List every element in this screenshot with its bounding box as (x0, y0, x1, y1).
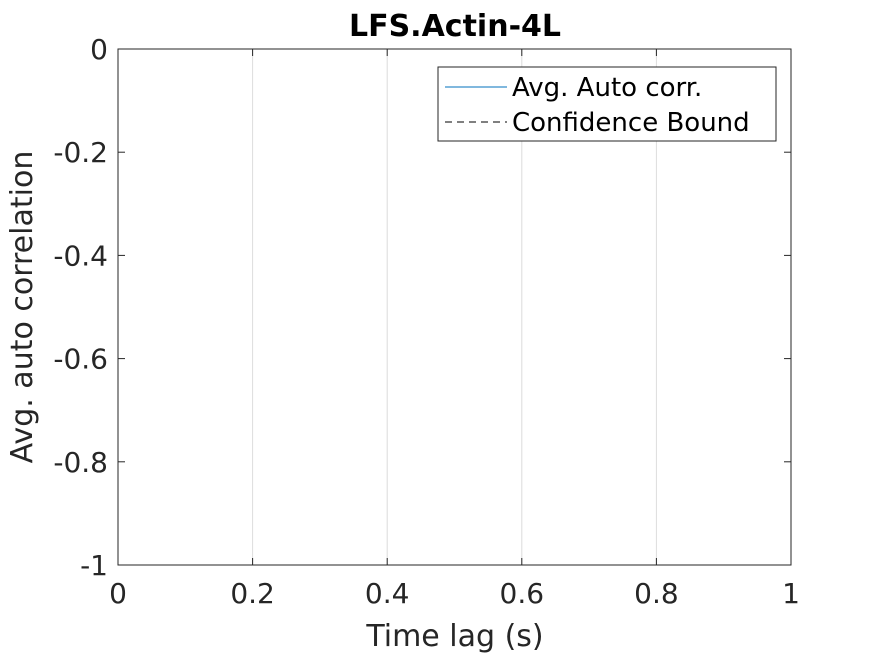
y-tick-labels: 0 -0.2 -0.4 -0.6 -0.8 -1 (53, 33, 108, 582)
x-tick-label: 0 (109, 577, 127, 610)
x-tick-label: 0.4 (365, 577, 410, 610)
x-tick-label: 1 (782, 577, 800, 610)
y-tick-label: -0.6 (53, 343, 108, 376)
axes-box (117, 48, 792, 566)
x-axis-label: Time lag (s) (365, 619, 543, 654)
chart-title: LFS.Actin-4L (349, 9, 561, 44)
y-tick-label: -1 (80, 549, 108, 582)
x-tick-label: 0.2 (230, 577, 275, 610)
y-tick-label: -0.4 (53, 239, 108, 272)
legend-label-avg-auto-corr: Avg. Auto corr. (512, 73, 702, 103)
y-tick-label: -0.8 (53, 446, 108, 479)
legend-box (437, 66, 777, 142)
x-tick-label: 0.6 (500, 577, 545, 610)
y-axis-label: Avg. auto correlation (5, 151, 40, 464)
x-tick-labels: 0 0.2 0.4 0.6 0.8 1 (109, 577, 800, 610)
legend-label-confidence-bound: Confidence Bound (512, 108, 750, 138)
legend: Avg. Auto corr. Confidence Bound (437, 66, 777, 142)
x-tick-label: 0.8 (634, 577, 679, 610)
y-tick-label: -0.2 (53, 136, 108, 169)
y-tick-label: 0 (90, 33, 108, 66)
ticks (117, 48, 792, 566)
